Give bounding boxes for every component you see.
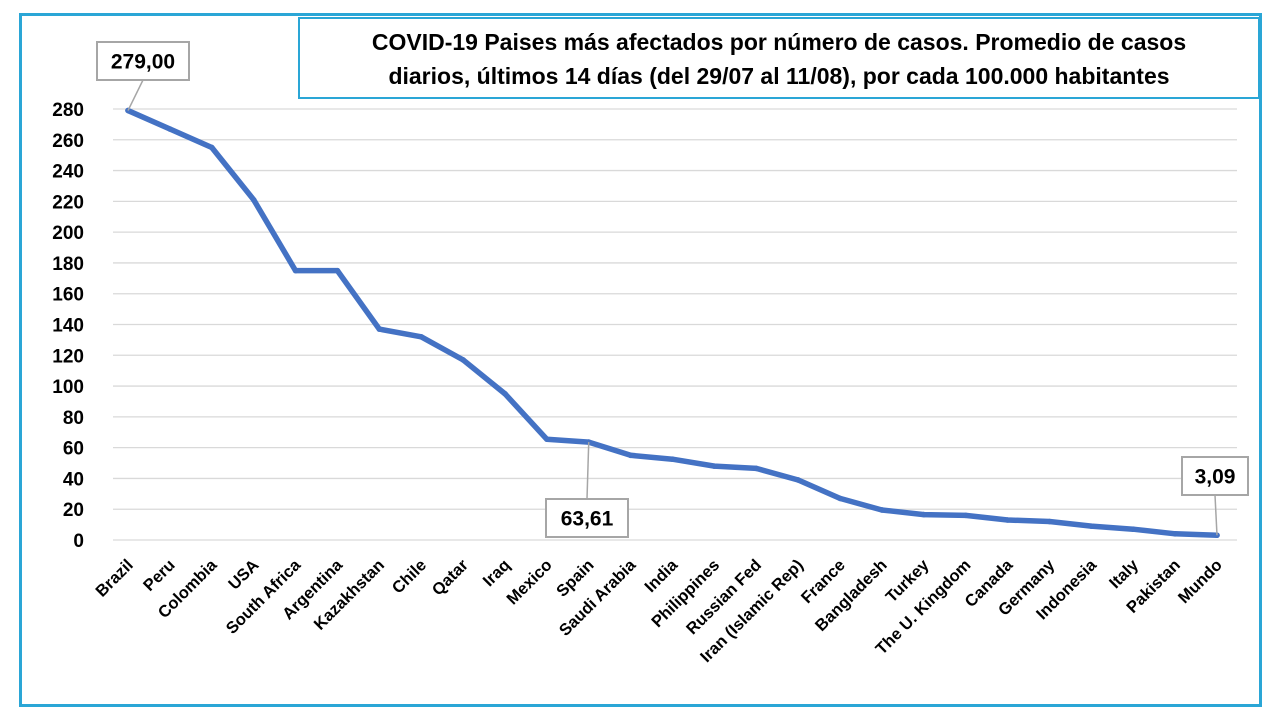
- callout-leader: [1214, 494, 1218, 536]
- data-point: [1088, 523, 1095, 529]
- callout-box: [545, 498, 629, 538]
- y-axis-ticks: 0 20 40 60 80 100 120 140 160 180 200 220 240 260 280: [52, 100, 84, 552]
- data-point: [292, 267, 299, 274]
- y-tick-label: 280: [52, 100, 84, 121]
- callout-leader: [586, 442, 590, 500]
- y-tick-label: 0: [73, 531, 84, 552]
- y-tick-label: 180: [52, 254, 84, 275]
- data-point: [167, 126, 173, 132]
- y-tick-label: 120: [52, 346, 84, 367]
- chart-title-line-1: COVID-19 Paises más afectados por número…: [371, 29, 1187, 55]
- x-tick-label: Qatar: [429, 556, 473, 600]
- y-tick-label: 220: [52, 192, 84, 213]
- data-point: [921, 511, 927, 518]
- x-tick-label: Italy: [1106, 556, 1143, 593]
- series-line: [125, 107, 1220, 538]
- x-tick-label: Mexico: [503, 556, 555, 608]
- data-point: [627, 452, 634, 459]
- x-tick-label: Chile: [389, 556, 430, 597]
- chart-title-line-2: diarios, últimos 14 días (del 29/07 al 1…: [388, 63, 1170, 89]
- data-point: [1046, 518, 1053, 525]
- y-tick-label: 140: [52, 316, 84, 337]
- data-point: [879, 507, 885, 513]
- callout-box: [96, 41, 190, 81]
- data-point: [837, 495, 843, 502]
- series-layer: [125, 107, 1220, 539]
- x-tick-label: USA: [225, 556, 262, 593]
- y-tick-label: 200: [52, 223, 84, 244]
- data-point: [334, 267, 341, 274]
- callout-label: 3,09: [1195, 466, 1236, 489]
- callout: 3,09: [1181, 456, 1249, 536]
- data-point: [795, 477, 801, 483]
- callout: 63,61: [545, 442, 629, 538]
- data-point: [1172, 531, 1178, 537]
- y-tick-label: 40: [63, 469, 84, 490]
- data-point: [711, 463, 718, 469]
- data-point: [753, 465, 760, 472]
- chart-title: COVID-19 Paises más afectados por número…: [298, 17, 1260, 99]
- x-tick-label: Mundo: [1175, 556, 1226, 607]
- x-tick-label: Iraq: [480, 556, 514, 590]
- chart-frame: [19, 13, 1262, 707]
- data-point: [962, 512, 969, 519]
- data-point: [1130, 526, 1137, 533]
- y-tick-label: 260: [52, 131, 84, 152]
- callout-box: [1181, 456, 1249, 496]
- data-point: [418, 334, 424, 340]
- callout-leader: [127, 79, 144, 111]
- data-point: [1004, 517, 1011, 523]
- data-point: [208, 144, 215, 151]
- data-point: [460, 357, 466, 363]
- y-tick-label: 60: [63, 439, 84, 460]
- callout: 279,00: [96, 41, 190, 111]
- y-tick-label: 100: [52, 377, 84, 398]
- y-tick-label: 160: [52, 285, 84, 306]
- data-point: [669, 456, 676, 462]
- data-point: [376, 326, 383, 332]
- callout-label: 63,61: [561, 508, 614, 531]
- y-tick-label: 80: [63, 408, 84, 429]
- y-tick-label: 240: [52, 162, 84, 183]
- data-point: [544, 436, 550, 442]
- gridlines: [113, 108, 1237, 541]
- data-point: [250, 197, 257, 203]
- callout-label: 279,00: [111, 51, 175, 74]
- data-point: [502, 390, 508, 397]
- y-tick-label: 20: [63, 500, 84, 521]
- x-tick-label: Brazil: [92, 556, 137, 601]
- callout-layer: 279,00 63,61 3,09: [96, 41, 1249, 538]
- x-tick-label: Peru: [140, 556, 179, 595]
